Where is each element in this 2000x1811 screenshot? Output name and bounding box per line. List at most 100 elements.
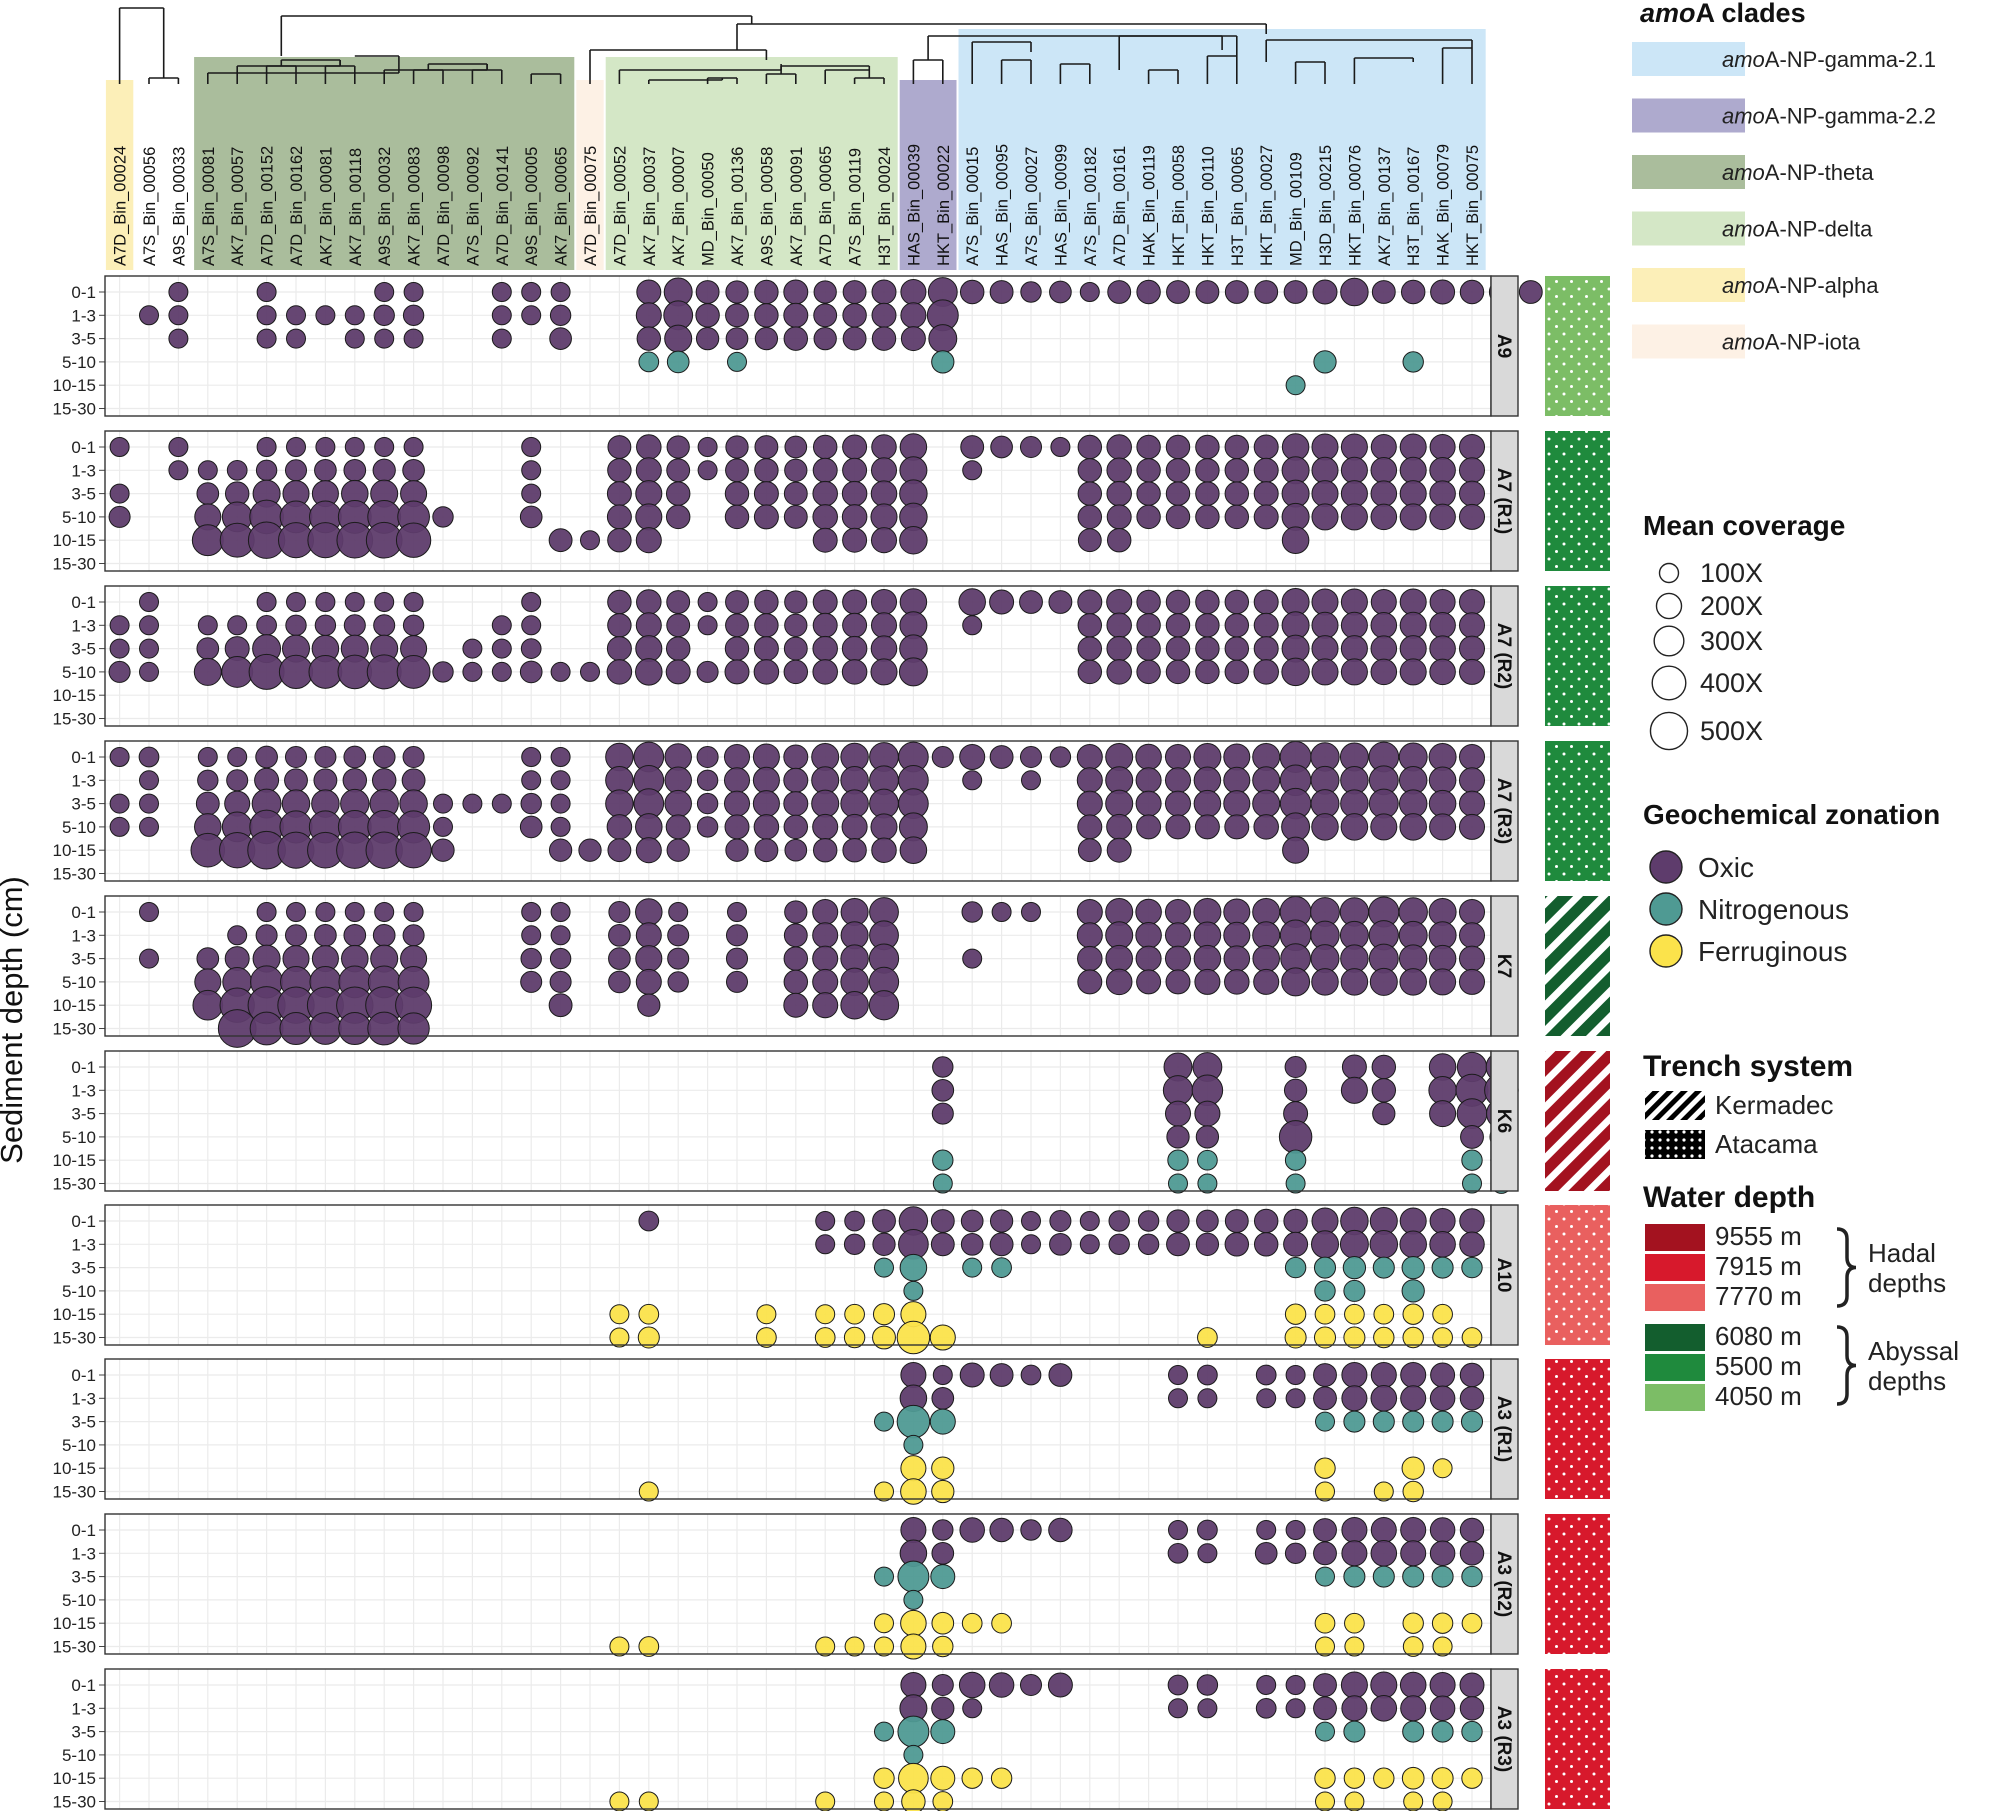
facet-strip bbox=[1490, 585, 1519, 727]
bubble bbox=[401, 768, 426, 793]
bin-label: A9S_Bin_00005 bbox=[523, 147, 541, 266]
bubble bbox=[874, 1481, 894, 1502]
bubble bbox=[1343, 1565, 1366, 1588]
bubble bbox=[666, 613, 691, 638]
bubble bbox=[1256, 1388, 1277, 1409]
bubble bbox=[1135, 790, 1162, 817]
bubble bbox=[812, 945, 839, 972]
bubble bbox=[635, 302, 662, 329]
bubble bbox=[989, 280, 1014, 304]
bubble bbox=[870, 588, 898, 616]
bubble bbox=[1106, 434, 1132, 460]
panel: 0-1 1-3 3-5 5-10 10-15 15-30 A7 (R1) bbox=[53, 430, 1519, 574]
bubble bbox=[724, 481, 750, 506]
bubble bbox=[1432, 1791, 1453, 1811]
bubble bbox=[725, 435, 749, 459]
bubble bbox=[783, 969, 809, 995]
bubble bbox=[815, 1636, 836, 1657]
bubble bbox=[549, 304, 572, 326]
bubble bbox=[139, 902, 159, 922]
bubble bbox=[607, 613, 632, 638]
bubble bbox=[109, 615, 130, 636]
depth-tick-label: 15-30 bbox=[53, 555, 96, 574]
bubble bbox=[725, 924, 749, 947]
bubble bbox=[752, 743, 780, 771]
bubble bbox=[139, 305, 159, 326]
bubble bbox=[812, 837, 838, 863]
bubble bbox=[844, 1210, 865, 1232]
depth-brace bbox=[1836, 1325, 1857, 1406]
bubble bbox=[1344, 1612, 1365, 1634]
bubble bbox=[1370, 1516, 1397, 1544]
bubble bbox=[1195, 504, 1220, 530]
bubble bbox=[1195, 659, 1220, 685]
bubble bbox=[1077, 945, 1103, 972]
bubble bbox=[1197, 1364, 1218, 1386]
bubble bbox=[840, 990, 869, 1020]
bubble bbox=[286, 305, 306, 326]
bin-label: A7D_Bin_00152 bbox=[259, 146, 277, 266]
bin-label: AK7_Bin_00065 bbox=[553, 147, 571, 266]
bubble bbox=[1077, 589, 1103, 615]
water-legend-swatch bbox=[1645, 1324, 1705, 1351]
panel: 0-1 1-3 3-5 5-10 10-15 15-30 A3 (R1) bbox=[53, 1358, 1519, 1505]
bubble bbox=[344, 592, 365, 612]
bubble bbox=[814, 1327, 836, 1348]
bubble bbox=[1164, 922, 1192, 949]
depth-tick-label: 1-3 bbox=[71, 1389, 96, 1408]
bubble bbox=[1315, 1481, 1335, 1502]
bubble bbox=[1459, 1672, 1485, 1698]
bubble bbox=[1369, 1230, 1399, 1259]
bubble bbox=[874, 1791, 894, 1811]
bubble bbox=[1311, 1207, 1339, 1235]
bubble bbox=[1429, 968, 1457, 996]
clade-legend-label-rest: A-NP-iota bbox=[1765, 330, 1861, 355]
bubble bbox=[256, 282, 277, 302]
bubble bbox=[1284, 1055, 1307, 1079]
bubble bbox=[491, 793, 512, 814]
bubble bbox=[874, 1636, 894, 1657]
bubble bbox=[989, 745, 1014, 769]
bubble bbox=[521, 747, 542, 767]
bubble bbox=[843, 1326, 866, 1349]
bubble bbox=[1315, 1636, 1335, 1657]
depth-tick-label: 10-15 bbox=[53, 1769, 96, 1788]
bubble bbox=[550, 816, 571, 837]
bubble bbox=[1135, 898, 1162, 926]
bubble bbox=[928, 324, 958, 354]
bubble bbox=[900, 326, 926, 352]
bubble bbox=[900, 1478, 927, 1505]
bubble bbox=[1373, 1481, 1394, 1502]
bubble bbox=[815, 1211, 836, 1231]
clade-legend-title-rest: A clades bbox=[1696, 0, 1806, 28]
bubble bbox=[1077, 659, 1103, 685]
hadal-label-line: depths bbox=[1868, 1268, 1946, 1298]
bubble bbox=[1340, 433, 1368, 461]
bubble bbox=[812, 504, 838, 530]
bubble bbox=[343, 614, 366, 637]
bubble bbox=[1164, 898, 1192, 926]
bubble bbox=[783, 767, 809, 793]
bubble bbox=[605, 789, 634, 818]
bin-label: HAS_Bin_00099 bbox=[1052, 144, 1070, 266]
clade-legend-swatch bbox=[1632, 211, 1745, 246]
bubble bbox=[1432, 1458, 1453, 1479]
bubble bbox=[1165, 969, 1191, 995]
bubble bbox=[550, 747, 571, 767]
clade-legend-swatch bbox=[1632, 42, 1745, 76]
bubble bbox=[783, 481, 808, 506]
bubble bbox=[1077, 838, 1102, 863]
bubble bbox=[403, 328, 424, 349]
bubble bbox=[1311, 503, 1339, 531]
bubble bbox=[1195, 1125, 1220, 1149]
bubble bbox=[724, 814, 750, 840]
depth-tick-label: 5-10 bbox=[62, 508, 96, 527]
depth-tick-label: 10-15 bbox=[53, 531, 96, 550]
bubble bbox=[491, 328, 512, 349]
bubble bbox=[1166, 1125, 1190, 1149]
bubble bbox=[1168, 1388, 1188, 1409]
bubble bbox=[931, 350, 955, 374]
bubble bbox=[930, 1209, 955, 1233]
bubble bbox=[1167, 1674, 1189, 1696]
bubble bbox=[1313, 1673, 1337, 1697]
